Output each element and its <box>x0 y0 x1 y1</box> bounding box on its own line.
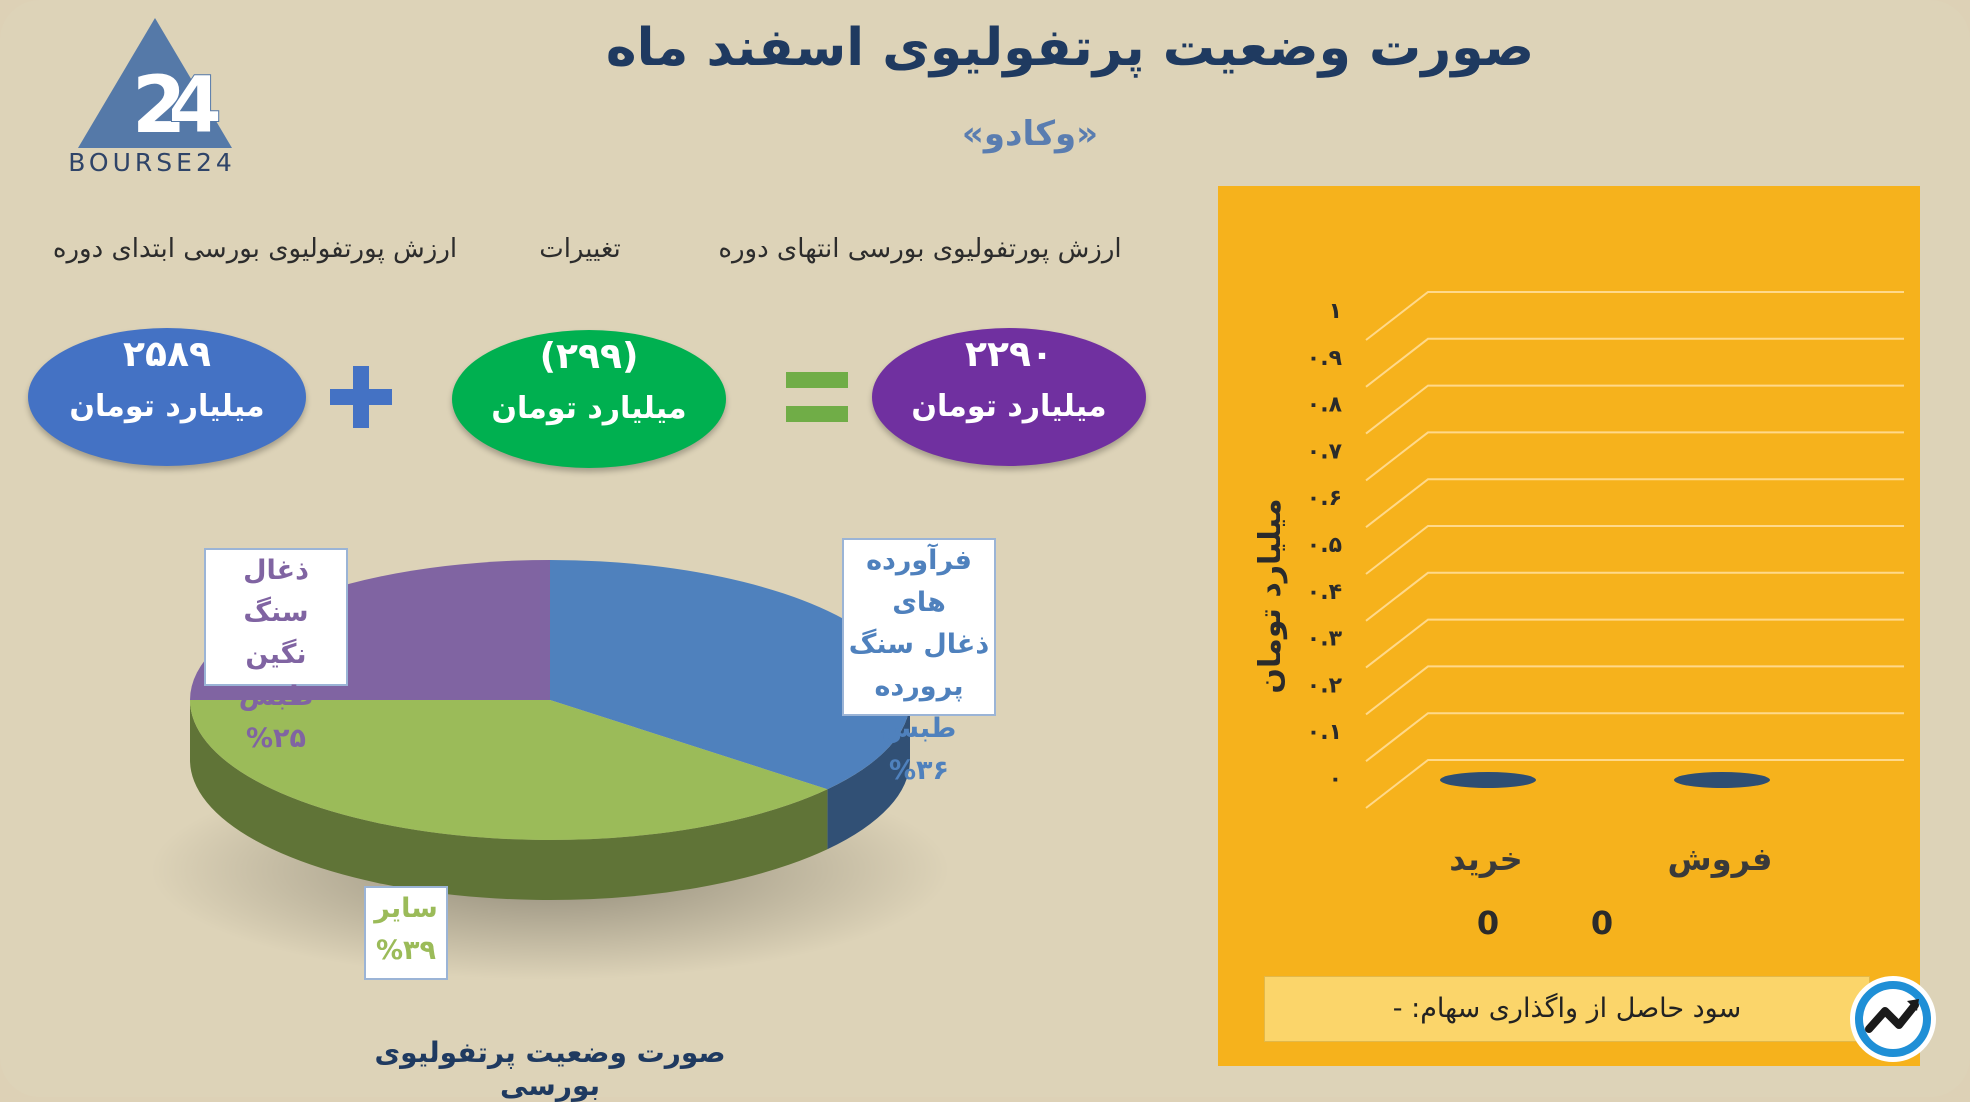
bar-gridline <box>1365 571 1904 622</box>
pie-slice-2 <box>190 700 828 840</box>
bar-gridline <box>1365 337 1904 388</box>
plus-icon <box>330 366 392 428</box>
end-value-unit: میلیارد تومان <box>911 389 1107 424</box>
bar-y-tick-label: ۰.۹ <box>1307 346 1342 371</box>
svg-text:4: 4 <box>168 61 222 151</box>
logo-text: BOURSE24 <box>68 148 236 177</box>
bar-y-axis-label: میلیارد تومان <box>1253 498 1288 693</box>
change-value-unit: میلیارد تومان <box>491 391 687 426</box>
bar-gridline <box>1365 291 1904 341</box>
transactions-bar-chart: ۰ ۰.۱ ۰.۲ ۰.۳ ۰.۴ ۰.۵ ۰.۶ ۰.۷ ۰.۸ ۰.۹ ۱ خرید فروش 0… <box>1253 291 1904 942</box>
changes-label: تغییرات <box>539 234 621 264</box>
bar-gridline <box>1365 478 1904 528</box>
bar-1 <box>1440 772 1536 788</box>
bar-y-tick-label: ۰ <box>1329 767 1342 792</box>
start-value-number: ۲۵۸۹ <box>123 334 211 375</box>
pie-label-slice-2-percent: %۳۹ <box>375 935 436 966</box>
bar-2 <box>1674 772 1770 788</box>
bar-gridline <box>1365 384 1904 435</box>
bar-gridline <box>1365 712 1904 762</box>
bar-gridline <box>1365 431 1904 482</box>
bar-y-tick-label: ۰.۸ <box>1307 393 1343 418</box>
svg-text:2: 2 <box>132 61 186 151</box>
pie-label-slice-1-line-3: پرورده طبس <box>874 671 964 744</box>
pie-side-slice-2 <box>190 700 828 900</box>
pie-label-slice-1-line-1: فرآورده های <box>866 545 972 618</box>
end-value-number: ۲۲۹۰ <box>965 334 1053 375</box>
profit-text: سود حاصل از واگذاری سهام: - <box>1264 976 1870 1042</box>
end-value-oval: ۲۲۹۰ میلیارد تومان <box>872 328 1146 466</box>
page-title: صورت وضعیت پرتفولیوی اسفند ماه <box>605 18 1535 78</box>
bar-value-label: 0 <box>1591 904 1613 942</box>
bar-y-tick-label: ۰.۳ <box>1307 627 1343 652</box>
end-value-label: ارزش پورتفولیوی بورسی انتهای دوره <box>718 234 1122 264</box>
bourse24-logo-icon: 2 4 <box>78 18 232 152</box>
bar-y-tick-label: ۰.۴ <box>1307 580 1342 605</box>
chart-arrow-icon <box>1863 989 1923 1049</box>
bar-category-label: خرید <box>1449 840 1522 878</box>
change-value-oval: (۲۹۹) میلیارد تومان <box>452 330 726 468</box>
pie-callout-slice-2: سایر %۳۹ <box>364 886 448 980</box>
pie-label-slice-3-percent: %۲۵ <box>245 723 306 754</box>
bar-y-tick-label: ۰.۲ <box>1307 673 1343 698</box>
bar-gridline <box>1365 525 1904 575</box>
bar-y-tick-label: ۱ <box>1329 299 1342 324</box>
bar-y-tick-label: ۰.۱ <box>1307 720 1342 745</box>
bar-gridline <box>1365 665 1904 716</box>
brand-badge <box>1850 976 1936 1062</box>
bar-y-tick-label: ۰.۶ <box>1307 486 1342 511</box>
bar-gridline <box>1365 618 1904 669</box>
pie-label-slice-3-line-2: نگین طبس <box>238 639 314 712</box>
start-value-label: ارزش پورتفولیوی بورسی ابتدای دوره <box>52 234 458 264</box>
pie-label-slice-3-line-1: ذغال سنگ <box>243 555 309 628</box>
pie-slice-1 <box>550 560 910 790</box>
start-value-unit: میلیارد تومان <box>69 389 265 424</box>
equals-icon <box>786 372 848 422</box>
transactions-panel <box>1218 186 1920 1066</box>
bar-y-tick-label: ۰.۷ <box>1307 439 1343 464</box>
pie-chart-title: صورت وضعیت پرتفولیوی بورسی <box>374 1036 726 1102</box>
bar-category-label: فروش <box>1668 840 1773 878</box>
page-subtitle: «وکادو» <box>961 114 1099 154</box>
pie-label-slice-1-percent: %۳۶ <box>888 755 949 786</box>
pie-callout-slice-1: فرآورده های ذغال سنگ پرورده طبس %۳۶ <box>842 538 996 786</box>
bar-y-tick-label: ۰.۵ <box>1307 533 1342 558</box>
change-value-number: (۲۹۹) <box>539 336 639 377</box>
bar-value-label: 0 <box>1477 904 1499 942</box>
start-value-oval: ۲۵۸۹ میلیارد تومان <box>28 328 306 466</box>
bar-gridline <box>1365 759 1904 809</box>
pie-label-slice-1-line-2: ذغال سنگ <box>848 629 990 660</box>
pie-callout-slice-3: ذغال سنگ نگین طبس %۲۵ <box>204 548 348 754</box>
pie-side-slice-1 <box>827 700 910 850</box>
pie-label-slice-2-line-1: سایر <box>374 893 438 924</box>
